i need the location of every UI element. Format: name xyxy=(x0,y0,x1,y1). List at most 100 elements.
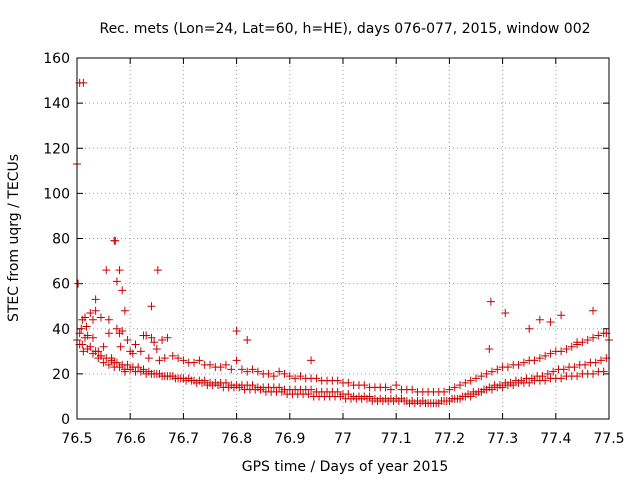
data-point xyxy=(464,390,473,399)
data-point xyxy=(96,313,105,322)
data-point xyxy=(264,369,273,378)
data-point xyxy=(461,378,470,387)
data-point xyxy=(549,367,558,376)
data-point xyxy=(503,363,512,372)
data-point xyxy=(597,356,606,365)
data-point xyxy=(160,354,169,363)
data-point xyxy=(82,322,91,331)
data-point xyxy=(86,342,95,351)
data-point xyxy=(567,342,576,351)
data-point xyxy=(134,363,143,372)
data-point xyxy=(482,369,491,378)
data-point xyxy=(458,392,467,401)
data-point xyxy=(248,381,257,390)
y-tick-label: 100 xyxy=(43,186,70,202)
data-point xyxy=(86,308,95,317)
data-point xyxy=(112,358,121,367)
data-point xyxy=(486,297,495,306)
data-point xyxy=(307,385,316,394)
x-tick-label: 76.6 xyxy=(115,431,146,447)
data-point xyxy=(144,354,153,363)
data-point xyxy=(432,399,441,408)
data-point xyxy=(546,349,555,358)
data-point xyxy=(280,369,289,378)
data-point xyxy=(136,347,145,356)
data-point xyxy=(291,374,300,383)
x-tick-label: 77.1 xyxy=(381,431,412,447)
data-point xyxy=(591,358,600,367)
data-point xyxy=(535,315,544,324)
data-point xyxy=(557,347,566,356)
data-point xyxy=(176,374,185,383)
data-point xyxy=(275,367,284,376)
data-point xyxy=(112,277,121,286)
data-point xyxy=(79,347,88,356)
data-point xyxy=(487,367,496,376)
data-point xyxy=(525,324,534,333)
data-point xyxy=(519,358,528,367)
data-point xyxy=(277,387,286,396)
x-ticks: 76.5 76.6 76.7 76.8 76.9 77 77.1 77.2 77.3 77.4 77… xyxy=(61,58,625,447)
y-tick-label: 120 xyxy=(43,141,70,157)
data-point xyxy=(506,378,515,387)
data-point xyxy=(400,396,409,405)
data-point xyxy=(115,266,124,275)
data-point xyxy=(541,351,550,360)
y-axis-label: STEC from uqrg / TECUs xyxy=(6,154,22,322)
data-point xyxy=(275,383,284,392)
data-point xyxy=(147,333,156,342)
data-point xyxy=(344,390,353,399)
chart-title: Rec. mets (Lon=24, Lat=60, h=HE), days 0… xyxy=(99,21,590,37)
data-point xyxy=(312,374,321,383)
data-point xyxy=(221,360,230,369)
x-tick-label: 77.2 xyxy=(434,431,465,447)
data-point xyxy=(541,376,550,385)
data-point xyxy=(538,372,547,381)
data-point xyxy=(573,372,582,381)
x-tick-label: 77 xyxy=(334,431,352,447)
y-tick-label: 20 xyxy=(52,367,70,383)
data-point xyxy=(386,385,395,394)
x-tick-label: 77.4 xyxy=(540,431,571,447)
data-point xyxy=(80,333,89,342)
data-point xyxy=(198,378,207,387)
data-point xyxy=(147,302,156,311)
data-point xyxy=(104,329,113,338)
x-tick-label: 76.8 xyxy=(221,431,252,447)
data-point xyxy=(559,365,568,374)
data-point xyxy=(456,381,465,390)
data-point xyxy=(269,372,278,381)
data-point xyxy=(104,360,113,369)
y-tick-label: 0 xyxy=(61,412,70,428)
data-point xyxy=(570,363,579,372)
data-point xyxy=(248,365,257,374)
data-points xyxy=(73,78,613,408)
data-point xyxy=(307,356,316,365)
data-point xyxy=(174,354,183,363)
data-point xyxy=(232,327,241,336)
data-point xyxy=(535,354,544,363)
data-point xyxy=(485,345,494,354)
plot-frame xyxy=(76,57,610,420)
x-tick-label: 77.5 xyxy=(593,431,624,447)
x-tick-label: 77.3 xyxy=(487,431,518,447)
data-point xyxy=(296,372,305,381)
y-tick-label: 160 xyxy=(43,51,70,67)
data-point xyxy=(163,333,172,342)
data-point xyxy=(583,336,592,345)
x-tick-label: 76.9 xyxy=(274,431,305,447)
data-point xyxy=(78,340,87,349)
data-point xyxy=(102,266,111,275)
data-point xyxy=(144,367,153,376)
data-point xyxy=(88,333,97,342)
data-point xyxy=(155,356,164,365)
y-tick-label: 40 xyxy=(52,322,70,338)
data-point xyxy=(493,365,502,374)
data-point xyxy=(589,369,598,378)
data-point xyxy=(392,381,401,390)
data-point xyxy=(589,306,598,315)
data-point xyxy=(88,315,97,324)
data-point xyxy=(557,311,566,320)
data-point xyxy=(77,324,86,333)
